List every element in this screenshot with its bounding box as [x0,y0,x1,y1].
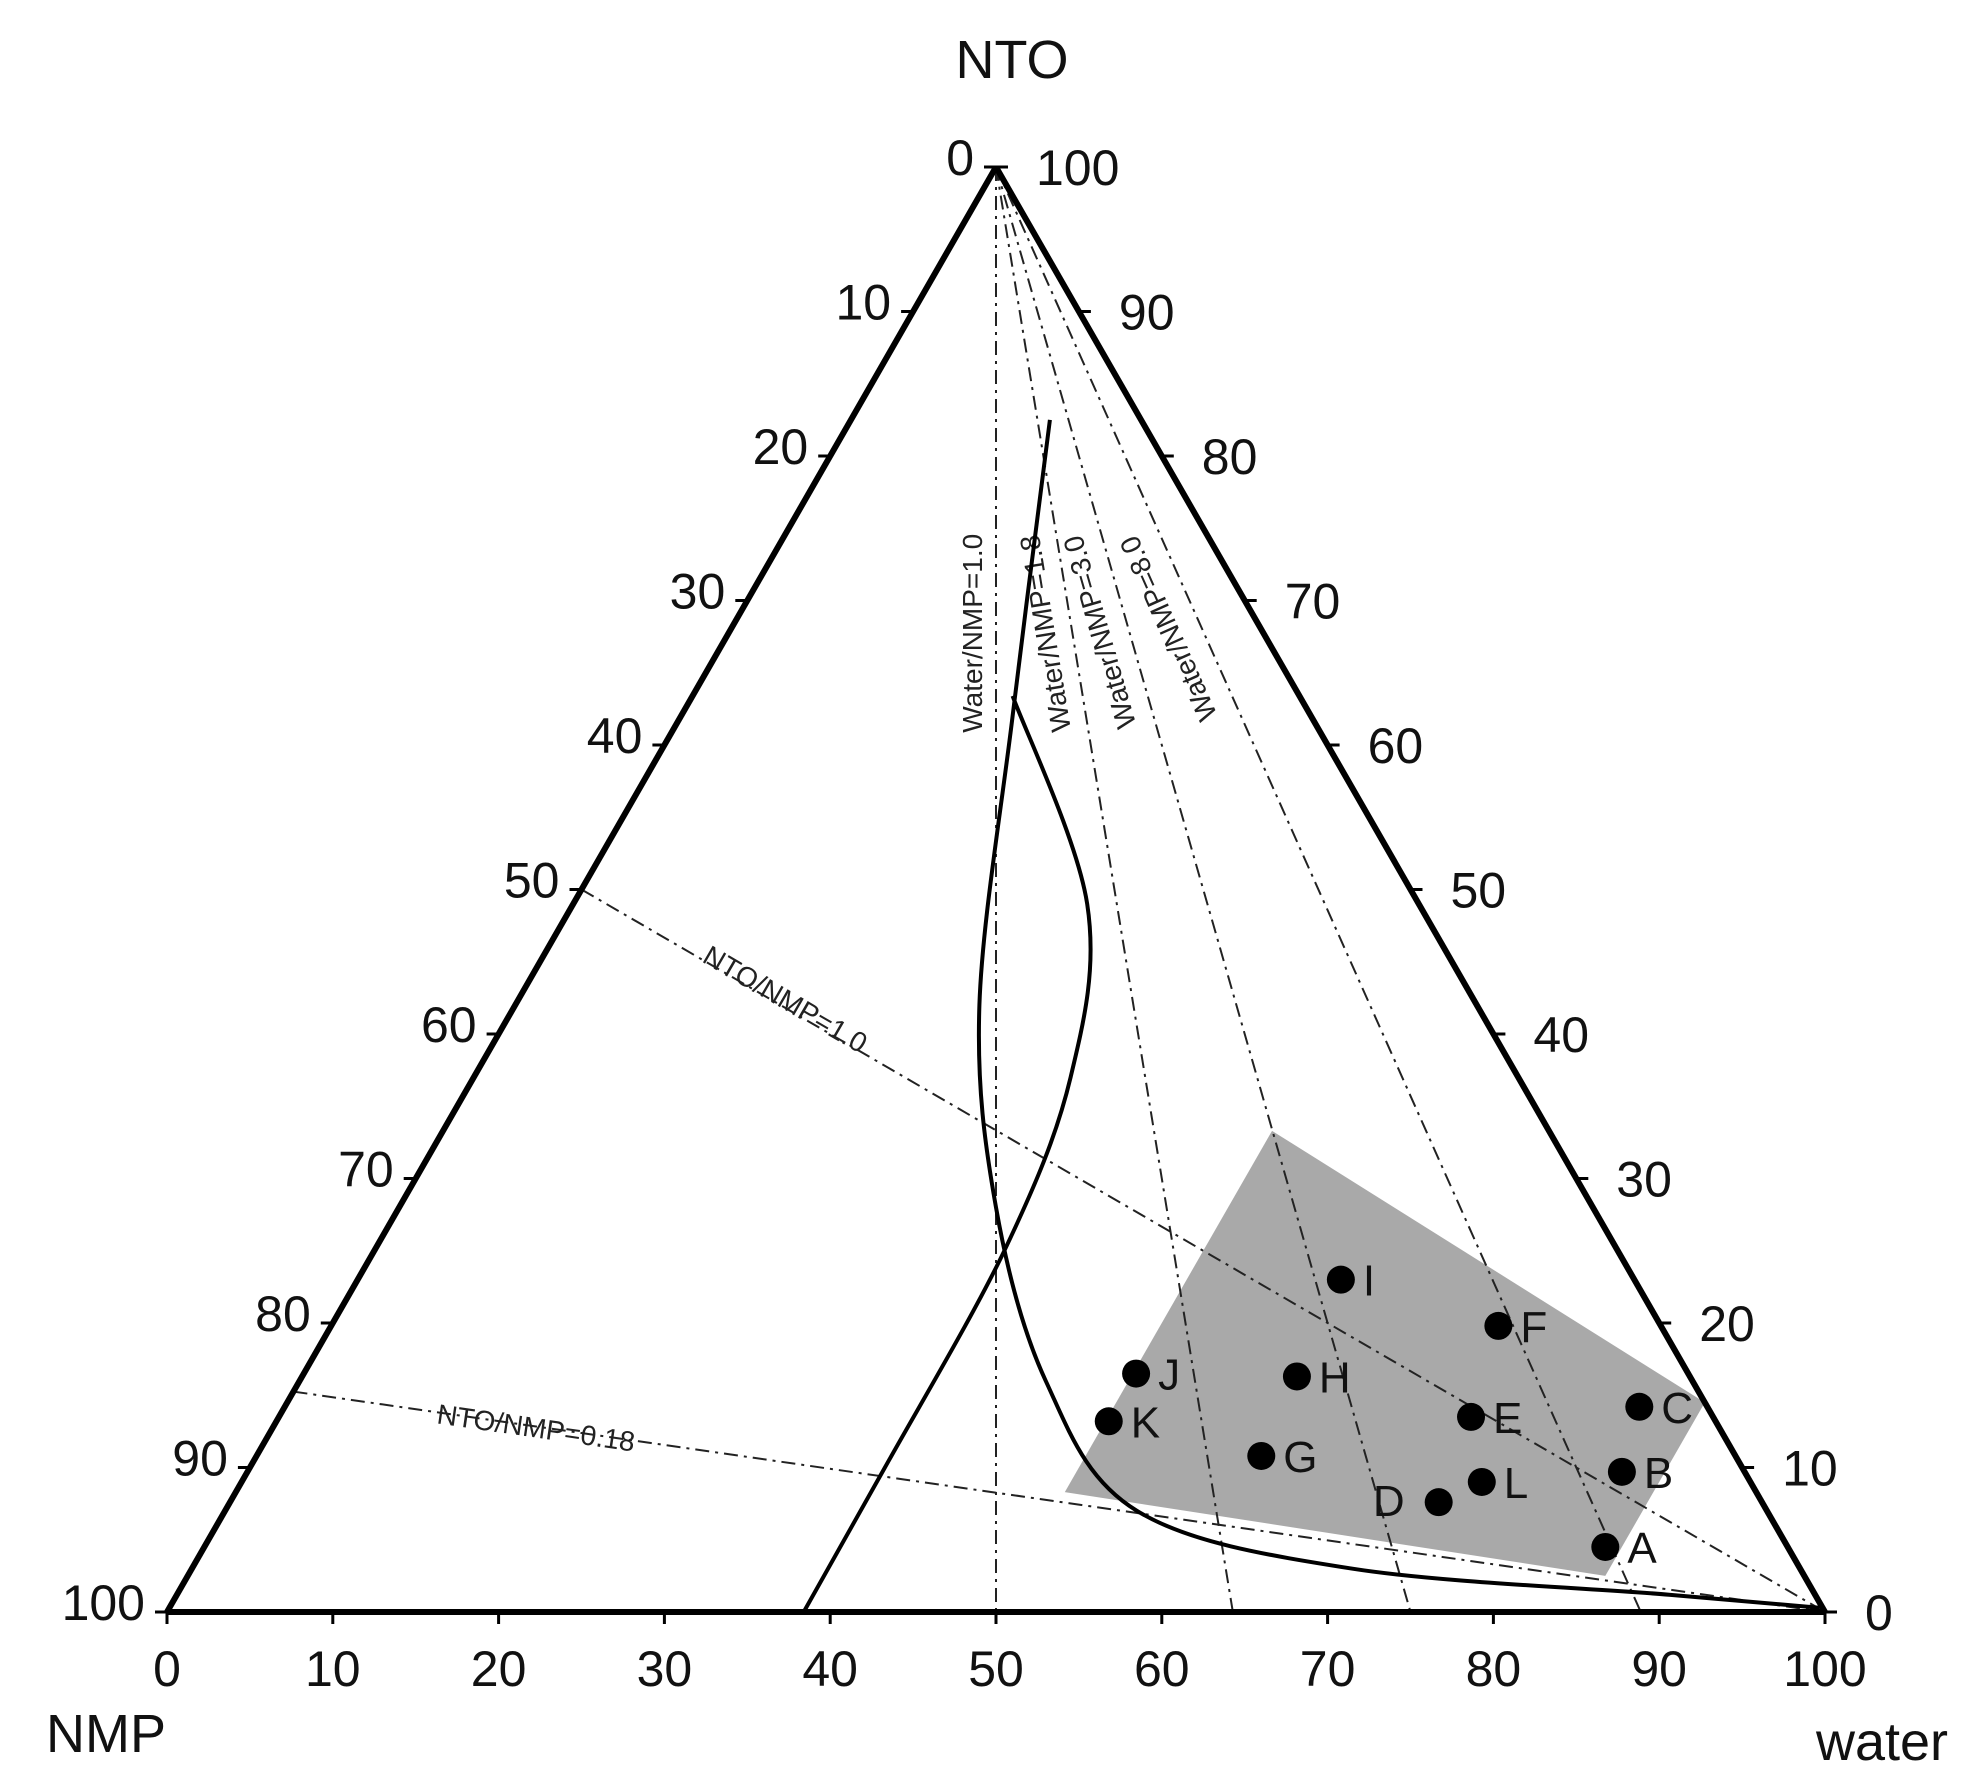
tick-label-water-40: 40 [802,1641,858,1697]
data-point-F [1484,1311,1513,1340]
tick-label-NMP-70: 70 [338,1142,394,1198]
data-point-B [1607,1457,1636,1486]
ratio-line-4 [580,888,1826,1613]
tick-label-NMP-50: 50 [504,853,560,909]
tick-label-NTO-60: 60 [1368,718,1424,774]
tick-label-NTO-50: 50 [1451,863,1507,919]
tick-label-NTO-0: 0 [1865,1585,1893,1641]
data-point-D [1424,1488,1453,1517]
data-points-layer: ABC D EF GHI JK L [1094,1257,1693,1573]
vertex-labels-layer: NTO NMP water [46,30,1948,1772]
ratio-line-2 [995,166,1412,1613]
vertex-label-top: NTO [955,30,1068,90]
tick-label-water-10: 10 [305,1641,361,1697]
data-point-E [1457,1402,1486,1431]
data-point-label-H: H [1319,1353,1351,1402]
boundary-curve-0 [801,695,1093,1613]
tick-label-water-30: 30 [637,1641,693,1697]
data-point-C [1625,1392,1654,1421]
data-point-label-C: C [1661,1384,1693,1433]
tick-label-NTO-20: 20 [1699,1296,1755,1352]
ratio-line-label-4: NTO/NMP=1.0 [698,940,873,1059]
ratio-line-label-5: NTO/NMP=0.18 [435,1398,637,1457]
tick-label-NMP-10: 10 [835,275,891,331]
data-point-label-D: D [1373,1477,1405,1526]
tick-label-NMP-0: 0 [946,130,974,186]
tick-label-water-50: 50 [968,1641,1024,1697]
tick-label-water-70: 70 [1300,1641,1356,1697]
axis-ticks-layer: 0 10 20 30 40 50 60 70 80 90 100010203040506070809… [62,130,1893,1697]
tick-label-NTO-10: 10 [1782,1441,1838,1497]
tick-label-NMP-60: 60 [421,997,477,1053]
tick-label-water-20: 20 [471,1641,527,1697]
vertex-label-bottom-right: water [1815,1712,1948,1772]
ratio-line-label-0: Water/NMP=1.0 [957,534,988,733]
tick-label-water-0: 0 [153,1641,181,1697]
ratio-line-3 [995,166,1642,1613]
data-point-label-K: K [1131,1398,1160,1447]
data-point-A [1591,1532,1620,1561]
shaded-region-layer [1064,1130,1705,1576]
data-point-label-L: L [1504,1459,1528,1508]
tick-label-NMP-100: 100 [62,1575,145,1631]
ratio-line-5 [293,1390,1826,1613]
shaded-region [1064,1130,1705,1576]
tick-label-NTO-80: 80 [1202,429,1258,485]
tick-label-NMP-30: 30 [670,564,726,620]
tick-label-NTO-100: 100 [1036,140,1119,196]
data-point-label-I: I [1363,1257,1375,1306]
tick-label-NTO-40: 40 [1533,1007,1589,1063]
tick-label-water-90: 90 [1631,1641,1687,1697]
tick-label-NMP-90: 90 [172,1431,228,1487]
tick-label-NMP-40: 40 [587,708,643,764]
boundary-curve-1 [976,419,1820,1610]
tick-label-water-100: 100 [1783,1641,1866,1697]
data-point-label-F: F [1520,1303,1547,1352]
data-point-label-G: G [1283,1433,1317,1482]
tick-label-NMP-20: 20 [753,419,809,475]
tick-label-NMP-80: 80 [255,1286,311,1342]
data-point-label-A: A [1627,1524,1657,1573]
tick-label-NTO-70: 70 [1285,574,1341,630]
data-point-J [1122,1359,1151,1388]
data-point-L [1467,1467,1496,1496]
tick-label-water-60: 60 [1134,1641,1190,1697]
data-point-label-J: J [1158,1351,1180,1400]
ratio-line-1 [995,166,1234,1613]
data-point-H [1282,1362,1311,1391]
data-point-G [1247,1441,1276,1470]
data-point-label-E: E [1493,1394,1522,1443]
data-point-K [1094,1407,1123,1436]
data-point-label-B: B [1644,1449,1673,1498]
tick-label-NTO-90: 90 [1119,285,1175,341]
data-point-I [1326,1265,1355,1294]
tick-label-water-80: 80 [1466,1641,1522,1697]
boundary-curves-layer [801,419,1820,1613]
vertex-label-bottom-left: NMP [46,1704,166,1764]
tick-label-NTO-30: 30 [1616,1152,1672,1208]
